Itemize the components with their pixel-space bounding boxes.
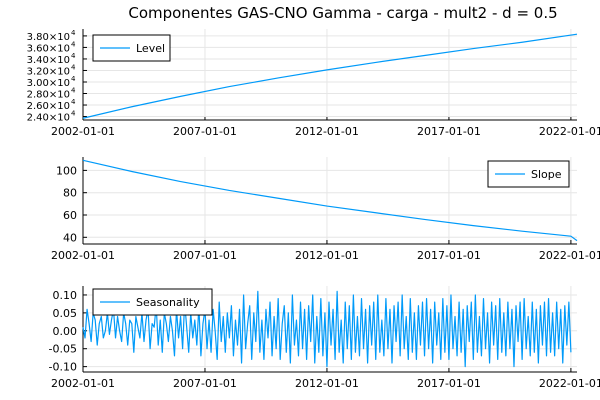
y-tick-label: 100 xyxy=(56,164,77,177)
series-line-level xyxy=(82,33,578,119)
x-tick-label: 2012-01-01 xyxy=(295,249,359,262)
y-tick-exponent: 4 xyxy=(71,40,76,48)
x-tick-label: 2007-01-01 xyxy=(173,125,237,138)
legend-label: Level xyxy=(136,42,165,55)
legend-seasonality: Seasonality xyxy=(92,288,213,316)
panel-seasonality: 2002-01-01 2007-01-01 2012-01-01 2017-01-01… xyxy=(49,286,600,390)
x-tick-label: 2017-01-01 xyxy=(417,377,481,390)
y-tick-label: 3.20×10 xyxy=(27,66,70,77)
y-tick-label: 60 xyxy=(63,209,77,222)
y-tick-exponent: 4 xyxy=(71,63,76,71)
y-tick-label: 3.40×10 xyxy=(27,55,70,66)
y-tick-label: -0.05 xyxy=(49,343,77,356)
x-tick-label: 2022-01-01 xyxy=(539,377,600,390)
x-tick-label: 2007-01-01 xyxy=(173,377,237,390)
y-tick-label: -0.10 xyxy=(49,361,77,374)
y-tick-label: 3.60×10 xyxy=(27,43,70,54)
x-tick-label: 2022-01-01 xyxy=(539,125,600,138)
x-tick-label: 2002-01-01 xyxy=(51,249,115,262)
x-tick-label: 2022-01-01 xyxy=(539,249,600,262)
y-tick-label: 3.80×10 xyxy=(27,32,70,43)
series-line-slope xyxy=(82,159,578,242)
x-tick-label: 2002-01-01 xyxy=(51,377,115,390)
y-tick-label: 0.10 xyxy=(53,289,78,302)
y-tick-label: 40 xyxy=(63,231,77,244)
x-tick-label: 2017-01-01 xyxy=(417,249,481,262)
x-tick-label: 2017-01-01 xyxy=(417,125,481,138)
y-tick-label: 2.60×10 xyxy=(27,101,70,112)
x-tick-label: 2007-01-01 xyxy=(173,249,237,262)
legend-box xyxy=(487,160,570,188)
legend-level: Level xyxy=(92,34,171,62)
y-tick-label: 0.05 xyxy=(53,307,78,320)
y-tick-label: 0.00 xyxy=(53,325,78,338)
y-tick-exponent: 4 xyxy=(71,52,76,60)
legend-label: Slope xyxy=(531,168,562,181)
plot-layer: 2002-01-01 2007-01-01 2012-01-01 2017-01-01… xyxy=(27,29,600,390)
y-tick-exponent: 4 xyxy=(71,87,76,95)
x-tick-label: 2002-01-01 xyxy=(51,125,115,138)
y-tick-exponent: 4 xyxy=(71,29,76,37)
panel-slope: 2002-01-01 2007-01-01 2012-01-01 2017-01-01… xyxy=(51,157,600,262)
panel-level: 2002-01-01 2007-01-01 2012-01-01 2017-01-01… xyxy=(27,29,600,138)
chart-title: Componentes GAS-CNO Gamma - carga - mult… xyxy=(128,4,557,22)
x-tick-label: 2012-01-01 xyxy=(295,125,359,138)
legend-slope: Slope xyxy=(487,160,570,188)
legend-label: Seasonality xyxy=(136,296,200,309)
x-tick-label: 2012-01-01 xyxy=(295,377,359,390)
y-tick-exponent: 4 xyxy=(71,75,76,83)
y-tick-exponent: 4 xyxy=(71,98,76,106)
y-tick-label: 80 xyxy=(63,187,77,200)
y-tick-label: 3.00×10 xyxy=(27,78,70,89)
y-tick-label: 2.80×10 xyxy=(27,90,70,101)
y-tick-exponent: 4 xyxy=(71,110,76,118)
y-tick-label: 2.40×10 xyxy=(27,113,70,124)
